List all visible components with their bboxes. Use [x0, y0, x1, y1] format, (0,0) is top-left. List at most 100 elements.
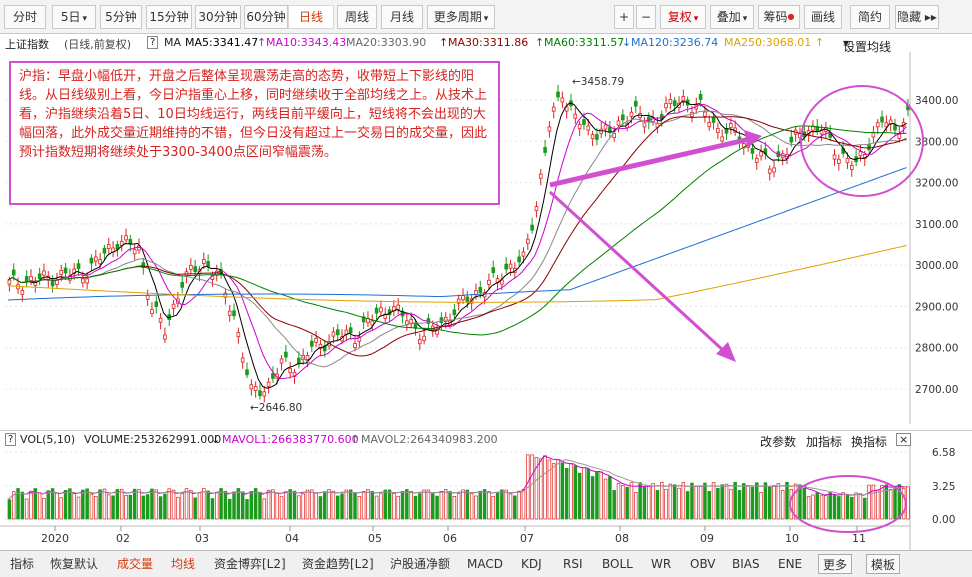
candle-body	[206, 261, 210, 267]
volume-bar	[837, 496, 841, 520]
candle-body	[150, 309, 154, 315]
candle-body	[621, 114, 625, 121]
volume-bar	[141, 495, 146, 520]
ma-settings-button[interactable]: 设置均线 ▾	[843, 36, 892, 54]
mavol2-value: MAVOL2:264340983.200	[361, 433, 498, 446]
candle-body	[417, 339, 422, 345]
candle-body	[124, 235, 128, 241]
candle-body	[236, 332, 241, 338]
volume-bar	[638, 482, 642, 520]
ma10-value: MA10:3343.43	[266, 36, 347, 49]
volume-bar	[253, 488, 258, 520]
tab-intraday[interactable]: 分时	[4, 5, 46, 29]
candle-body	[318, 343, 323, 349]
candle-body	[24, 276, 29, 282]
indicator-tab[interactable]: 沪股通净额	[390, 557, 451, 571]
tab-daily[interactable]: 日线	[288, 5, 334, 29]
tab-60min[interactable]: 60分钟	[244, 5, 288, 29]
volume-bar	[439, 490, 444, 520]
volume-bar	[366, 489, 370, 520]
volume-bar	[884, 484, 889, 520]
candle-body	[875, 122, 880, 128]
price-tick: 2700.00	[915, 384, 958, 396]
volume-bar	[461, 489, 465, 520]
price-tick: 3200.00	[915, 178, 958, 190]
volume-bar	[750, 486, 755, 520]
ma5-value: MA5:3341.47	[185, 36, 259, 49]
indicator-tab[interactable]: OBV	[690, 557, 716, 571]
price-tick: 2800.00	[915, 343, 958, 355]
overlay-button[interactable]: 叠加	[710, 5, 754, 29]
indicator-tab[interactable]: ENE	[778, 557, 803, 571]
volume-bar	[854, 492, 858, 520]
volume-bar	[659, 482, 664, 520]
indicator-tab[interactable]: BOLL	[602, 557, 633, 571]
indicator-tab[interactable]: 均线	[171, 557, 196, 571]
volume-chart[interactable]: 6.58 3.25 0.00 2020 02 03 04 05 06 07 08 09 10 11	[0, 446, 972, 550]
draw-button[interactable]: 画线	[804, 5, 842, 29]
period-label: (日线,前复权)	[64, 38, 132, 51]
time-label: 05	[368, 532, 382, 545]
edit-params-button[interactable]: 改参数	[760, 435, 797, 449]
volume-bar	[513, 495, 517, 520]
volume-bar	[340, 493, 344, 520]
adjust-button[interactable]: 复权	[660, 5, 706, 29]
candle-body	[158, 317, 163, 323]
tab-5min[interactable]: 5分钟	[100, 5, 142, 29]
tab-5day[interactable]: 5日	[52, 5, 96, 29]
candlestick-chart[interactable]: 3400.00 3300.00 3200.00 3100.00 3000.00 2900.…	[0, 52, 972, 424]
volume-bar	[720, 484, 724, 520]
volume-bar	[400, 491, 405, 520]
indicator-tab[interactable]: 更多	[818, 554, 853, 574]
volume-bar	[193, 497, 197, 520]
indicator-tab[interactable]: 指标	[10, 557, 35, 571]
volume-bar	[171, 489, 176, 520]
tab-30min[interactable]: 30分钟	[195, 5, 241, 29]
candle-body	[348, 327, 353, 334]
price-tick: 3100.00	[915, 219, 958, 231]
indicator-tab[interactable]: BIAS	[732, 557, 760, 571]
help-icon[interactable]: ?	[147, 36, 159, 49]
chips-button[interactable]: 筹码●	[758, 5, 800, 29]
indicator-tab[interactable]: 资金博弈[L2]	[214, 557, 286, 571]
new-dot-icon: ●	[787, 12, 795, 21]
vol-tick: 0.00	[932, 514, 955, 526]
zoom-in-button[interactable]: +	[614, 5, 634, 29]
simple-button[interactable]: 简约	[850, 5, 890, 29]
zoom-out-button[interactable]: −	[636, 5, 656, 29]
tab-weekly[interactable]: 周线	[337, 5, 377, 29]
volume-bar	[180, 493, 184, 520]
tab-more-periods[interactable]: 更多周期	[427, 5, 495, 29]
close-icon[interactable]: ×	[896, 433, 912, 446]
indicator-tab[interactable]: 恢复默认	[50, 557, 99, 571]
indicator-tab[interactable]: 资金趋势[L2]	[302, 557, 374, 571]
vol-arrow-icon: ↓	[211, 433, 221, 446]
indicator-tab[interactable]: WR	[651, 557, 672, 571]
candle-body	[309, 340, 314, 347]
switch-indicator-button[interactable]: 换指标	[851, 435, 888, 449]
candle-body	[409, 319, 413, 325]
volume-bar	[210, 498, 215, 520]
indicator-tab[interactable]: KDJ	[521, 557, 542, 571]
volume-bar	[202, 488, 206, 520]
add-indicator-button[interactable]: 加指标	[806, 435, 843, 449]
indicator-tab[interactable]: RSI	[563, 557, 583, 571]
indicator-tab[interactable]: 模板	[866, 554, 901, 574]
volume-bar	[703, 482, 707, 520]
volume-bar	[81, 489, 85, 520]
hide-button[interactable]: 隐藏 ▸▸	[895, 5, 939, 29]
candle-body	[102, 247, 107, 254]
vol-help-icon[interactable]: ?	[5, 433, 17, 446]
tab-monthly[interactable]: 月线	[381, 5, 423, 29]
tab-15min[interactable]: 15分钟	[146, 5, 192, 29]
candle-body	[897, 133, 902, 139]
candle-body	[789, 136, 794, 143]
indicator-tab[interactable]: MACD	[467, 557, 503, 571]
vol-tick: 6.58	[932, 447, 955, 459]
volume-bar	[776, 483, 781, 520]
volume-bar	[249, 491, 254, 520]
indicator-tab[interactable]: 成交量	[117, 557, 154, 571]
mavol1-value: MAVOL1:266383770.600	[222, 433, 359, 446]
volume-bar	[729, 488, 733, 520]
candle-body	[456, 298, 461, 304]
